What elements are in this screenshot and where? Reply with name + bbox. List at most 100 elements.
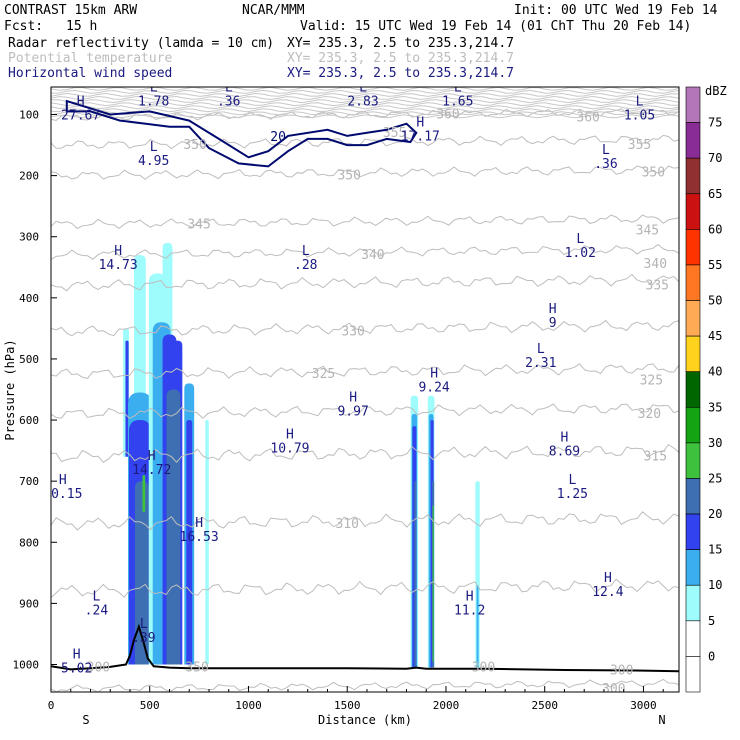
wind-l-marker-13: L bbox=[537, 342, 545, 357]
x-tick-label-2000: 2000 bbox=[433, 699, 460, 712]
reflectivity-cell-5 bbox=[134, 481, 149, 665]
reflectivity-cell-14 bbox=[186, 420, 193, 665]
colorbar-swatch-6 bbox=[685, 300, 701, 337]
theta-extra-label-10: 350 bbox=[183, 138, 206, 153]
wind-h-value-25: 5.02 bbox=[61, 661, 92, 676]
wind-l-marker-8: L bbox=[602, 143, 610, 158]
header-fcst-value: 15 h bbox=[66, 19, 97, 34]
wind-l-marker-4: L bbox=[454, 80, 462, 95]
colorbar-unit: dBZ bbox=[705, 84, 727, 98]
colorbar-label-10: 10 bbox=[708, 578, 722, 592]
theta-extra-label-5: 355 bbox=[383, 126, 406, 141]
wind-h-marker-6: H bbox=[416, 116, 424, 131]
wind-h-marker-17: H bbox=[561, 430, 569, 445]
wind-h-marker-19: H bbox=[59, 473, 67, 488]
colorbar-swatch-2 bbox=[685, 157, 701, 195]
colorbar-label-55: 55 bbox=[708, 258, 722, 272]
wind-contour-layer bbox=[65, 99, 418, 168]
y-tick-label-900: 900 bbox=[19, 597, 39, 610]
wind-h-value-19: 20.15 bbox=[43, 487, 82, 502]
wind-h-marker-22: H bbox=[604, 571, 612, 586]
theta-contour-upper-3 bbox=[51, 95, 679, 101]
wind-h-marker-25: H bbox=[73, 647, 81, 662]
wind-l-value-11: .28 bbox=[294, 258, 317, 273]
header-org: NCAR/MMM bbox=[242, 3, 305, 18]
colorbar-swatch-11 bbox=[685, 478, 701, 515]
wind-h-marker-0: H bbox=[77, 94, 85, 109]
wind-l-value-26: .39 bbox=[132, 631, 155, 646]
y-tick-label-800: 800 bbox=[19, 536, 39, 549]
theta-contour-345 bbox=[51, 214, 679, 230]
theta-label-310: 310 bbox=[335, 517, 358, 532]
wind-h-marker-21: H bbox=[195, 516, 203, 531]
wind-h-marker-18: H bbox=[148, 449, 156, 464]
theta-label-350: 350 bbox=[337, 169, 360, 184]
y-tick-label-100: 100 bbox=[19, 109, 39, 122]
colorbar-label-20: 20 bbox=[708, 507, 722, 521]
reflectivity-cell-6 bbox=[142, 475, 146, 512]
wind-l-marker-11: L bbox=[302, 244, 310, 259]
wind-h-marker-15: H bbox=[349, 391, 357, 406]
colorbar-label-25: 25 bbox=[708, 471, 722, 485]
colorbar-swatch-0 bbox=[685, 86, 701, 123]
x-tick-label-0: 0 bbox=[48, 699, 55, 712]
theta-contour-upper-4 bbox=[51, 99, 679, 104]
wind-h-marker-16: H bbox=[286, 427, 294, 442]
x-axis-right-end: N bbox=[658, 713, 665, 727]
colorbar-swatch-13 bbox=[685, 549, 701, 586]
field-name-theta: Potential temperature bbox=[8, 51, 173, 66]
y-tick-label-700: 700 bbox=[19, 475, 39, 488]
header-init: Init: 00 UTC Wed 19 Feb 14 bbox=[514, 3, 718, 18]
terrain-line bbox=[51, 623, 679, 673]
theta-contour-upper-0 bbox=[51, 87, 679, 91]
theta-contour-upper-1 bbox=[51, 89, 679, 94]
wind-h-value-24: 11.2 bbox=[454, 603, 485, 618]
theta-label-300: 300 bbox=[602, 682, 625, 697]
reflectivity-cell-15 bbox=[205, 420, 209, 665]
theta-contour-305 bbox=[51, 578, 679, 598]
wind-h-marker-10: H bbox=[114, 244, 122, 259]
theta-contour-355 bbox=[51, 134, 679, 150]
theta-contour-300 bbox=[51, 678, 679, 692]
theta-label-330: 330 bbox=[341, 324, 364, 339]
theta-label-360: 360 bbox=[576, 111, 599, 126]
annotation-layer: 20 300 310 315 320 325 330 335 340 345 350 355 360 30… bbox=[43, 80, 669, 697]
theta-contour-330 bbox=[51, 319, 679, 337]
y-axis: 100 200 300 400 500 600 700 800 900 1000 bbox=[13, 109, 57, 672]
colorbar-swatch-14 bbox=[685, 584, 701, 622]
theta-label-315: 315 bbox=[644, 450, 667, 465]
theta-contour-layer bbox=[51, 87, 679, 692]
wind-h-marker-24: H bbox=[466, 589, 474, 604]
field-xy-theta: XY= 235.3, 2.5 to 235.3,214.7 bbox=[287, 51, 514, 66]
wind-l-value-8: .36 bbox=[594, 157, 617, 172]
wind-h-value-6: 17.17 bbox=[401, 130, 440, 145]
wind-l-marker-20: L bbox=[568, 473, 576, 488]
theta-extra-label-0: 300 bbox=[610, 664, 633, 679]
wind-h-value-18: 14.72 bbox=[132, 463, 171, 478]
field-xy-reflectivity: XY= 235.3, 2.5 to 235.3,214.7 bbox=[287, 36, 514, 51]
x-axis-left-end: S bbox=[82, 713, 89, 727]
colorbar-label-65: 65 bbox=[708, 187, 722, 201]
wind-l-value-5: 1.05 bbox=[624, 108, 655, 123]
theta-label-340: 340 bbox=[361, 248, 384, 263]
wind-l-marker-7: L bbox=[150, 140, 158, 155]
theta-contour-upper-5 bbox=[51, 102, 679, 107]
colorbar-swatch-15 bbox=[685, 620, 701, 657]
theta-contour-310 bbox=[51, 511, 679, 531]
colorbar-swatch-5 bbox=[685, 264, 701, 301]
y-tick-label-300: 300 bbox=[19, 231, 39, 244]
reflectivity-cell-19 bbox=[414, 481, 417, 668]
wind-l-marker-1: L bbox=[150, 80, 158, 95]
plot-area: 20 300 310 315 320 325 330 335 340 345 350 355 360 30… bbox=[43, 80, 679, 697]
colorbar-label-15: 15 bbox=[708, 543, 722, 557]
colorbar-label-45: 45 bbox=[708, 329, 722, 343]
x-tick-label-2500: 2500 bbox=[531, 699, 558, 712]
wind-l-marker-23: L bbox=[93, 589, 101, 604]
theta-extra-label-3: 340 bbox=[644, 257, 667, 272]
theta-extra-label-6: 360 bbox=[436, 108, 459, 123]
header-valid: Valid: 15 UTC Wed 19 Feb 14 (01 ChT Thu … bbox=[300, 19, 691, 34]
theta-contour-325 bbox=[51, 363, 679, 379]
wind-h-value-21: 16.53 bbox=[180, 530, 219, 545]
header-fcst-label: Fcst: bbox=[4, 19, 43, 34]
